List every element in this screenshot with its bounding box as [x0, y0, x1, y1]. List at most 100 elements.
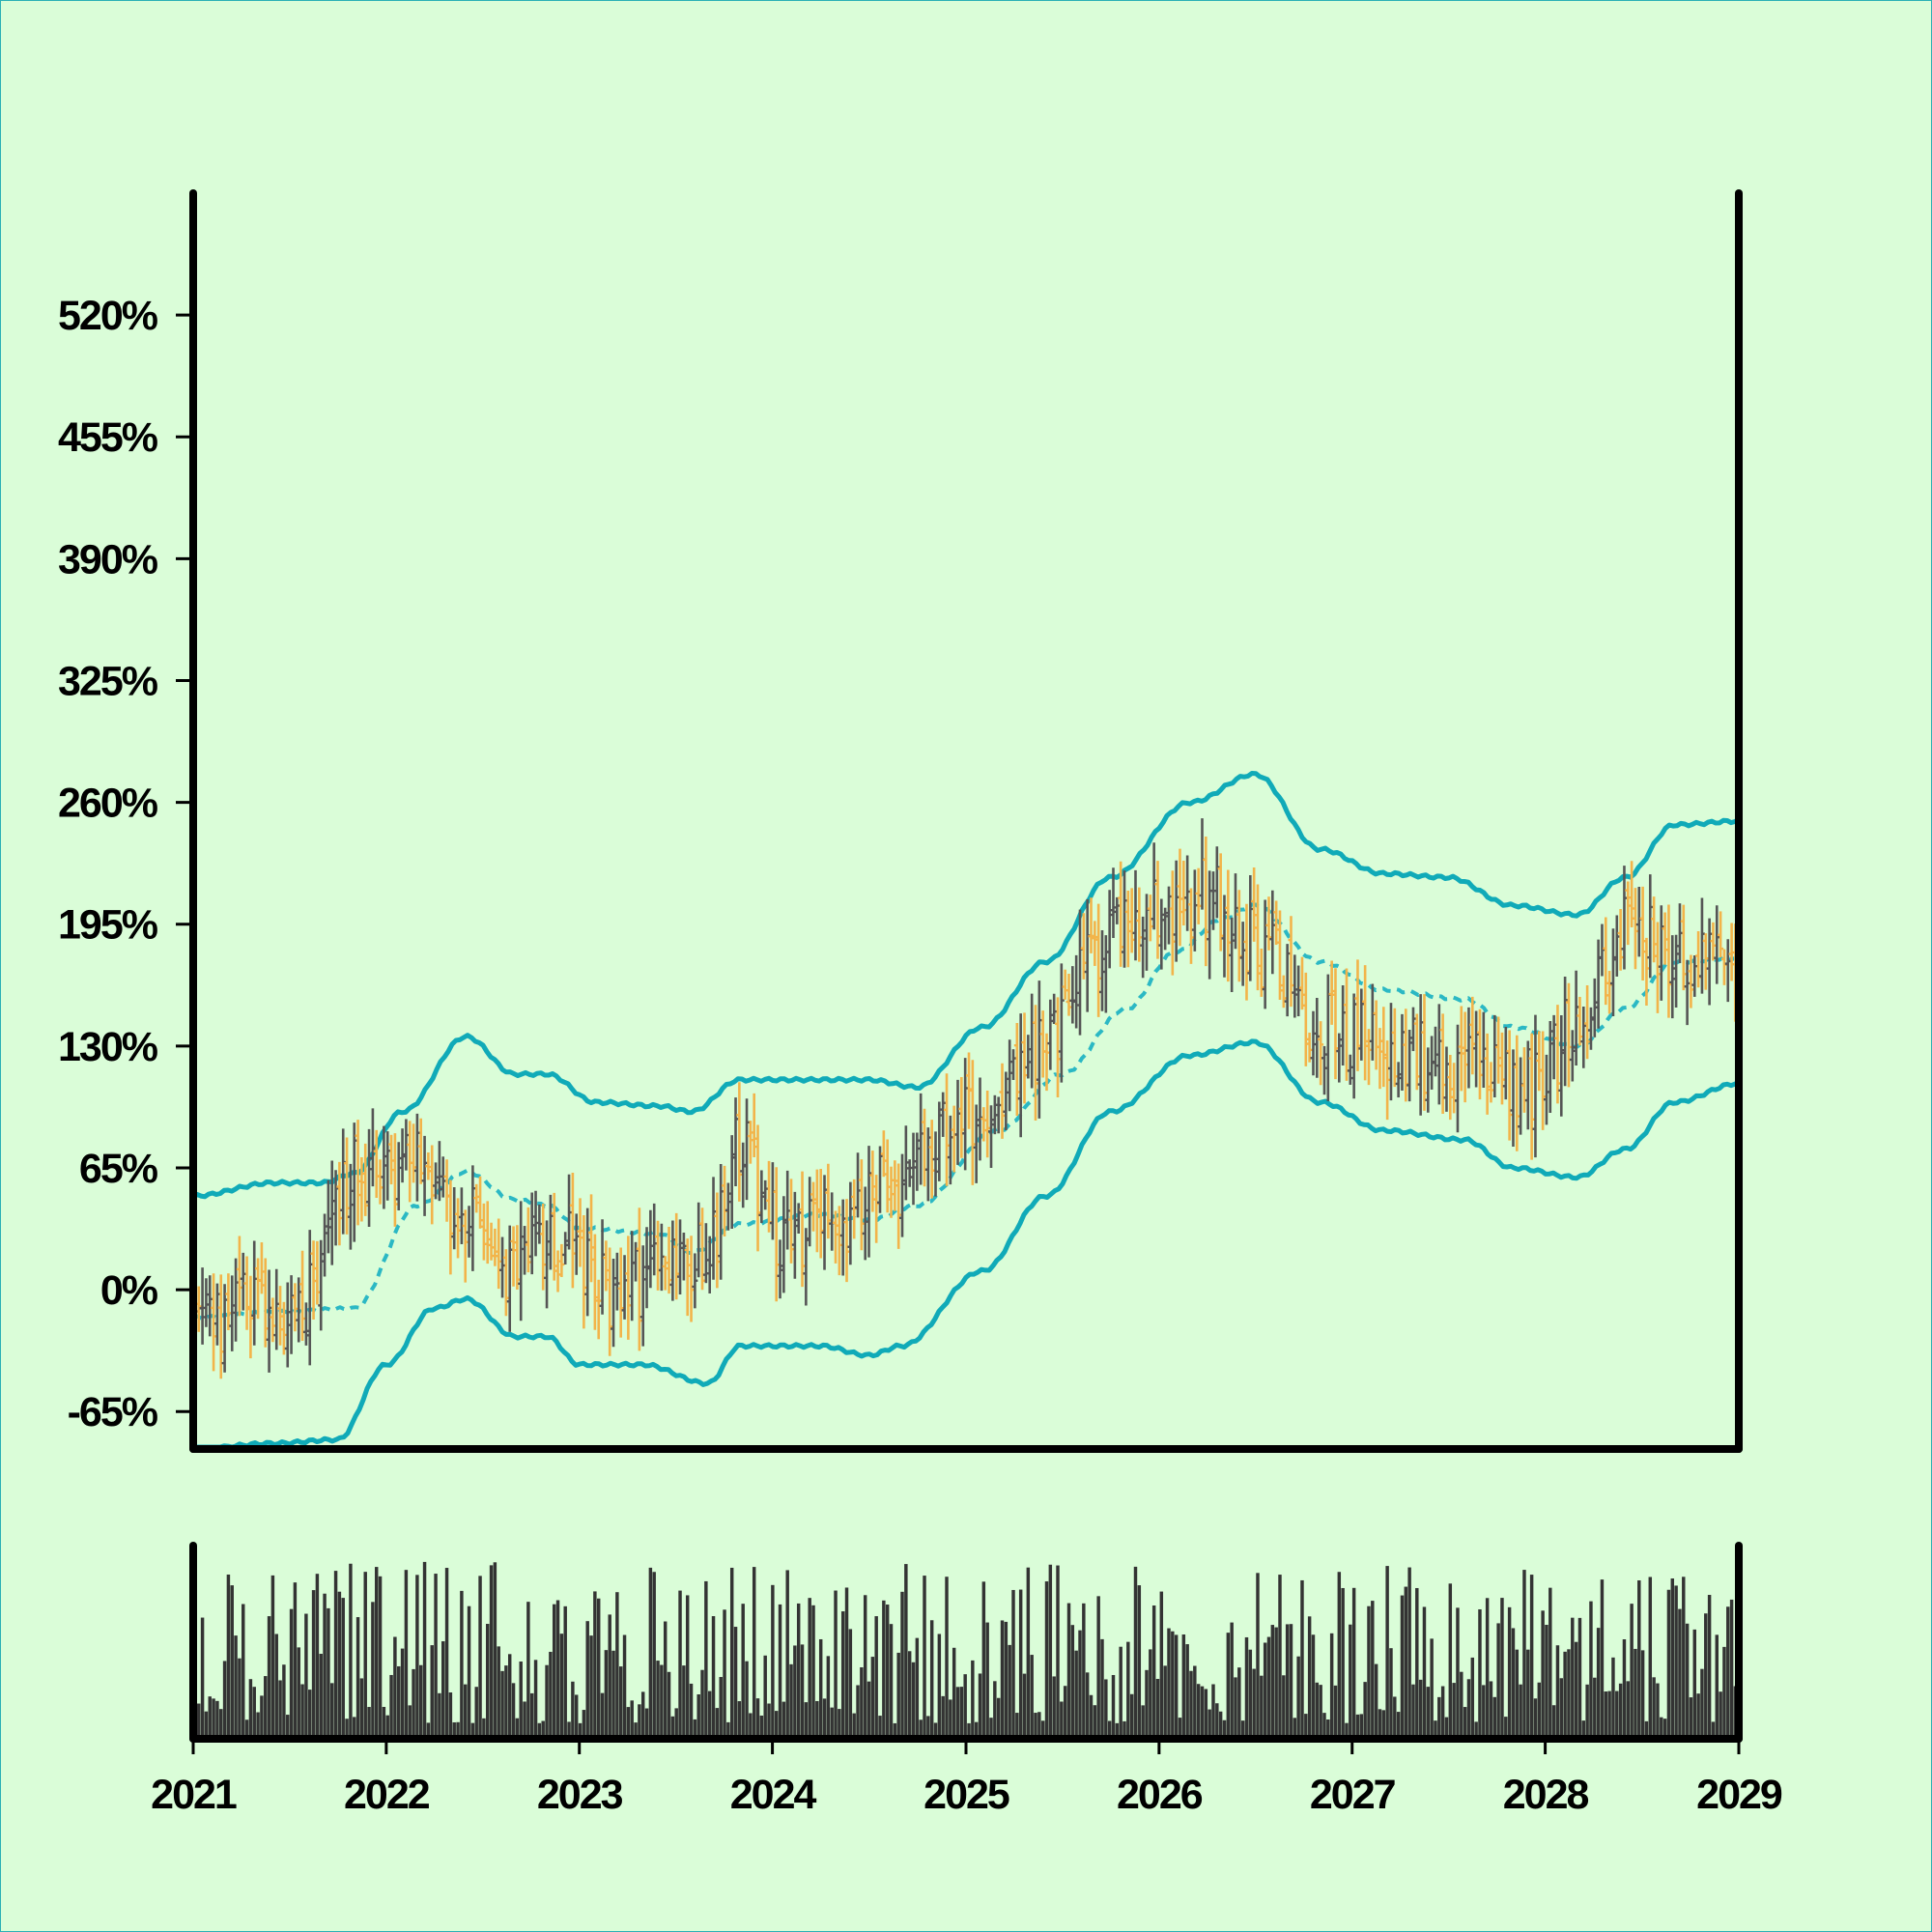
ohlc-bar-up	[381, 1125, 387, 1209]
volume-bar	[985, 1622, 989, 1739]
ohlc-bar-down	[1377, 1028, 1383, 1090]
volume-bar	[949, 1699, 952, 1739]
ohlc-bar-up	[1121, 870, 1127, 968]
volume-bar	[497, 1646, 500, 1739]
volume-bar	[981, 1581, 986, 1739]
volume-bar	[1444, 1717, 1449, 1739]
volume-bar	[840, 1611, 845, 1739]
volume-bar	[852, 1713, 856, 1739]
volume-bar	[200, 1617, 205, 1739]
volume-bar	[1230, 1622, 1234, 1739]
ohlc-bar-up	[769, 1162, 776, 1240]
volume-bar	[1519, 1684, 1522, 1739]
ohlc-bar-up	[839, 1199, 846, 1276]
volume-bar	[600, 1692, 605, 1739]
volume-bar	[486, 1624, 490, 1739]
ohlc-bar-down	[999, 1063, 1006, 1139]
ohlc-bar-down	[1710, 922, 1717, 961]
volume-bar	[1315, 1682, 1320, 1739]
ohlc-bar-down	[1254, 884, 1261, 991]
ohlc-bar-down	[736, 1082, 743, 1202]
ohlc-bar-down	[869, 1151, 876, 1212]
ohlc-bar-up	[762, 1179, 769, 1210]
volume-bar	[741, 1604, 745, 1739]
ohlc-bar-down	[1384, 1040, 1391, 1121]
volume-bar	[755, 1698, 760, 1739]
ohlc-bar-up	[403, 1119, 410, 1171]
ohlc-bar-down	[1718, 911, 1724, 958]
ohlc-bar-up	[1140, 916, 1147, 979]
volume-bar	[1119, 1646, 1122, 1739]
ohlc-bar-up	[1269, 890, 1276, 975]
volume-bar	[363, 1572, 367, 1739]
ohlc-bar-up	[1073, 954, 1080, 1029]
price-panel: -65% 0% 65% 130% 195% 260% 325% 390% 455% 520%	[58, 189, 1743, 1453]
volume-bar	[1504, 1717, 1508, 1739]
ohlc-bar-down	[1062, 969, 1068, 1000]
volume-bar	[385, 1715, 389, 1739]
volume-bar	[1656, 1683, 1660, 1739]
ohlc-bar-down	[270, 1297, 276, 1343]
volume-bar	[1181, 1634, 1186, 1739]
volume-bar	[1115, 1722, 1120, 1739]
ohlc-bar-down	[928, 1120, 935, 1199]
ohlc-bar-up	[1454, 1024, 1461, 1133]
ohlc-bar-up	[347, 1163, 354, 1250]
x-tick-label: 2026	[1117, 1772, 1203, 1818]
volume-bar	[759, 1715, 764, 1739]
volume-bar	[1618, 1683, 1623, 1739]
volume-bar	[1692, 1629, 1696, 1739]
volume-bar	[1307, 1616, 1312, 1739]
volume-bar	[1577, 1617, 1582, 1739]
ohlc-bar-down	[607, 1247, 613, 1356]
volume-bar	[967, 1722, 971, 1739]
ohlc-bar-up	[855, 1152, 862, 1218]
ohlc-bar-up	[1435, 1004, 1442, 1105]
volume-bar	[889, 1624, 894, 1739]
volume-bar	[493, 1562, 497, 1739]
bollinger-bands	[192, 771, 1741, 1450]
volume-bar	[1111, 1674, 1116, 1739]
ohlc-bar-down	[1354, 959, 1361, 1071]
ohlc-bar-up	[1409, 1007, 1416, 1052]
volume-bar	[878, 1716, 882, 1739]
volume-bar	[1004, 1621, 1009, 1739]
ohlc-bar-up	[633, 1241, 639, 1282]
volume-bar	[1411, 1684, 1415, 1739]
ohlc-bar-down	[280, 1301, 287, 1355]
ohlc-bar-down	[1225, 869, 1232, 982]
ohlc-bar-up	[977, 1077, 983, 1161]
ohlc-bar-up	[562, 1232, 569, 1264]
ohlc-bar-down	[525, 1207, 531, 1273]
volume-bar	[796, 1603, 801, 1739]
ohlc-bar-down	[258, 1242, 265, 1294]
ohlc-bar-down	[1720, 949, 1727, 985]
volume-bar	[1611, 1657, 1615, 1739]
volume-bar	[1685, 1623, 1690, 1739]
volume-bar	[1260, 1675, 1264, 1739]
ohlc-bar-up	[322, 1213, 328, 1277]
volume-bar	[400, 1648, 405, 1739]
volume-bar	[1234, 1677, 1237, 1739]
volume-bar	[896, 1652, 900, 1739]
volume-bar	[1011, 1589, 1015, 1739]
volume-bar	[1507, 1606, 1512, 1739]
volume-bar	[1448, 1583, 1453, 1739]
volume-bar	[989, 1718, 993, 1739]
ohlc-bar-down	[362, 1143, 369, 1216]
volume-bar	[1400, 1595, 1405, 1739]
ohlc-bar-down	[966, 1052, 973, 1129]
ohlc-bar-down	[984, 1090, 991, 1158]
volume-bar	[297, 1647, 300, 1739]
ohlc-bar-down	[873, 1175, 880, 1243]
ohlc-bar-up	[744, 1098, 751, 1201]
ohlc-bar-down	[488, 1222, 495, 1261]
ohlc-bar-up	[518, 1201, 525, 1321]
ohlc-bar-down	[425, 1152, 432, 1180]
volume-bar	[1367, 1605, 1371, 1739]
ohlc-bar-up	[1387, 1003, 1394, 1101]
ohlc-bar-down	[603, 1240, 610, 1292]
ohlc-bar-up	[658, 1223, 665, 1292]
ohlc-bar-down	[462, 1209, 469, 1283]
